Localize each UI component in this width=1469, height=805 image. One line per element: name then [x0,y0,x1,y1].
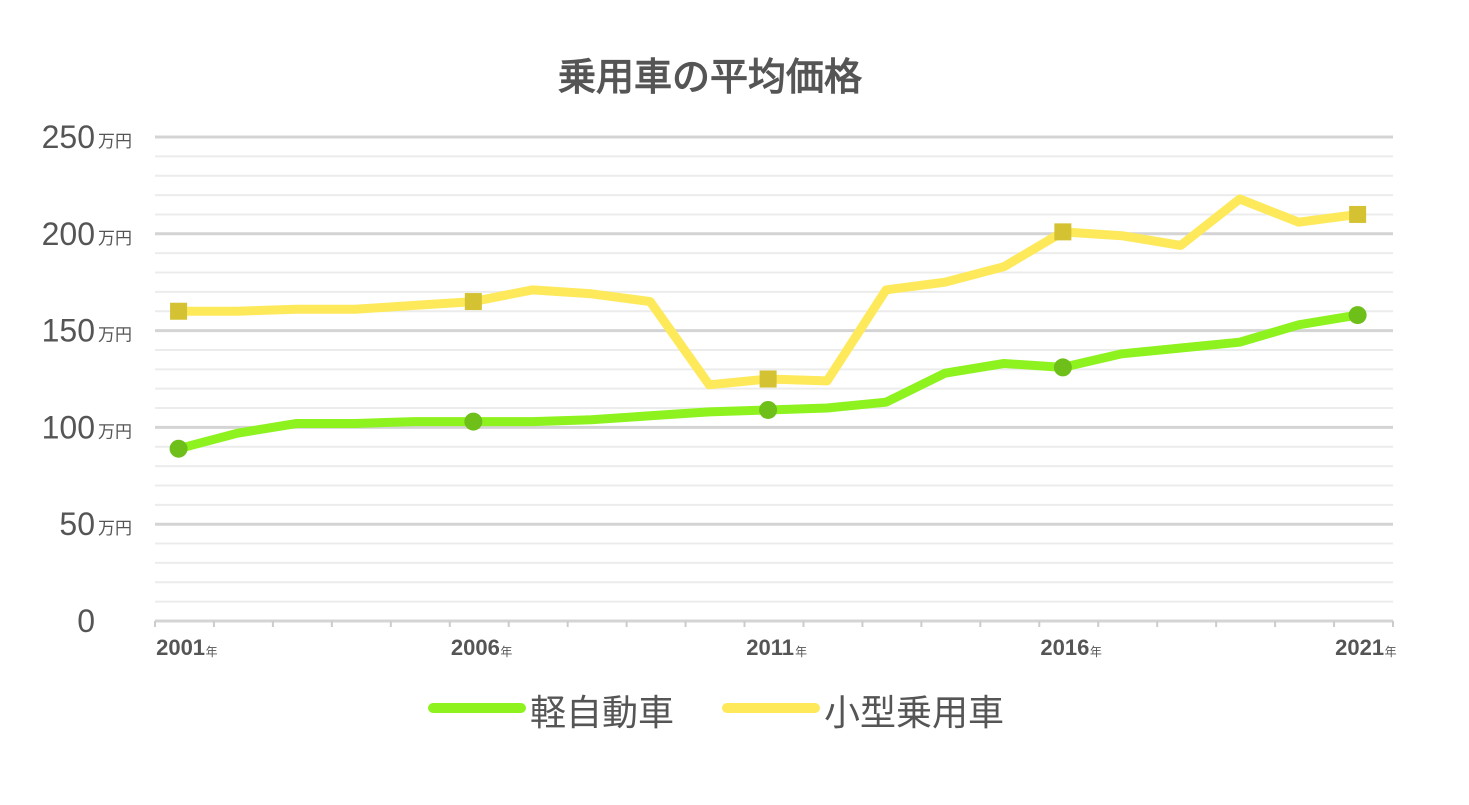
y-tick-unit: 万円 [98,519,132,539]
y-tick: 250 万円 [42,119,132,155]
y-tick-unit: 万円 [98,422,132,442]
x-tick: 2016 年 [1040,635,1101,660]
data-point [1054,223,1072,241]
data-point [169,439,188,458]
x-tick: 2021 年 [1335,635,1396,660]
data-point [1053,358,1072,377]
data-point [759,400,778,419]
x-tick-unit: 年 [795,645,807,659]
y-tick: 200 万円 [42,216,132,252]
series-kei [169,306,1367,458]
y-tick-unit: 万円 [98,326,132,346]
x-tick-label: 2001 [156,635,205,660]
y-tick: 50 万円 [59,506,132,542]
y-tick: 100 万円 [42,409,132,445]
y-tick-unit: 万円 [98,229,132,249]
y-tick-label: 150 [42,313,95,349]
chart-title: 乗用車の平均価格 [558,55,863,99]
x-tick-label: 2006 [451,635,500,660]
data-point [1349,205,1367,223]
y-tick: 0 [77,603,95,639]
x-tick: 2011 年 [746,635,807,660]
legend: 軽自動車 小型乗用車 [428,693,1004,734]
series-compact [170,194,1367,390]
data-point [759,370,777,388]
y-tick-label: 250 [42,119,95,155]
y-tick: 150 万円 [42,313,132,349]
data-point [1348,306,1367,325]
x-tick-unit: 年 [1090,645,1102,659]
x-tick: 2001 年 [156,635,217,660]
series-layer [169,194,1367,458]
data-point [464,412,483,431]
x-tick-label: 2016 [1040,635,1089,660]
legend-item: 小型乗用車 [722,693,1004,734]
y-tick-label: 50 [59,506,95,542]
y-tick-unit: 万円 [98,132,132,152]
y-tick-label: 200 [42,216,95,252]
gridlines [155,135,1393,603]
data-point [170,302,188,320]
x-tick: 2006 年 [451,635,512,660]
x-tick-label: 2021 [1335,635,1384,660]
x-tick-unit: 年 [500,645,512,659]
y-tick-label: 100 [42,409,95,445]
legend-label: 軽自動車 [530,693,674,734]
legend-item: 軽自動車 [428,693,674,734]
x-tick-unit: 年 [206,645,218,659]
x-tick-label: 2011 [746,635,794,660]
data-point [464,293,482,311]
legend-label: 小型乗用車 [824,693,1004,734]
y-tick-label: 0 [77,603,95,639]
x-tick-unit: 年 [1385,645,1397,659]
